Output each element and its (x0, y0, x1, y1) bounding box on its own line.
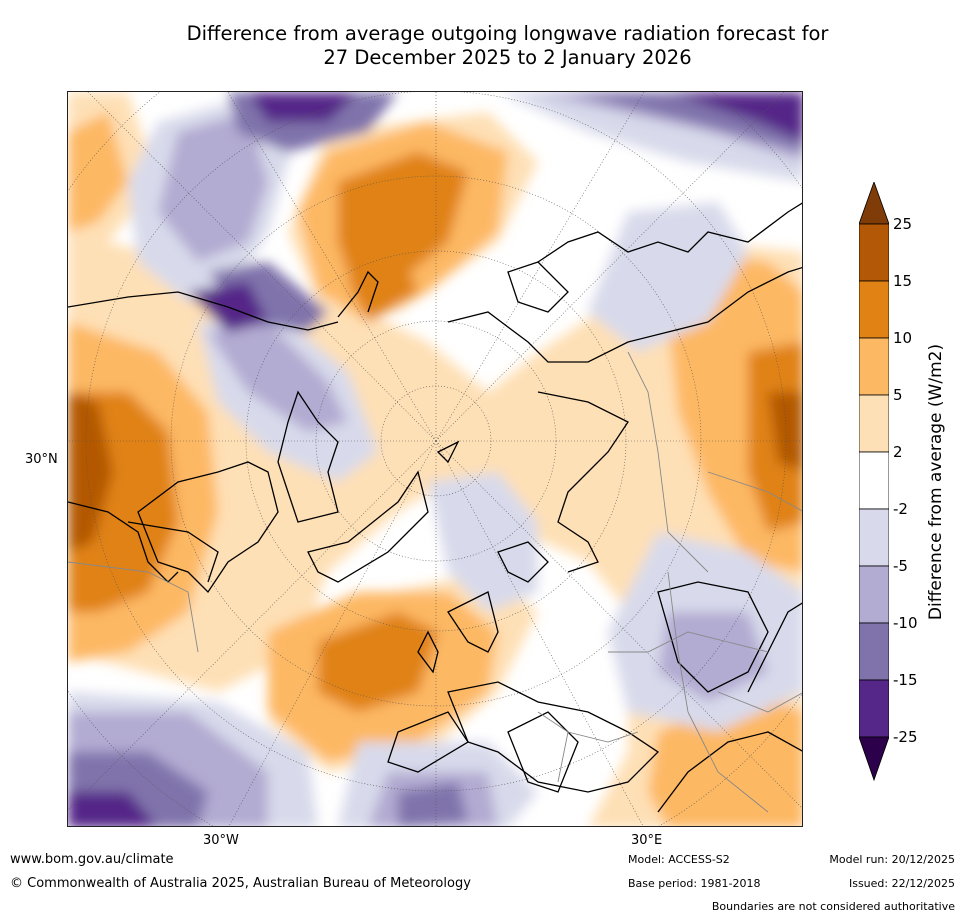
colorbar-tick: 2 (893, 443, 903, 461)
colorbar-tick: -2 (893, 500, 908, 518)
graticule (68, 92, 802, 826)
anomaly-field (68, 92, 802, 826)
colorbar-band-10-15 (859, 280, 889, 339)
model-info: Model: ACCESS-S2 (628, 853, 730, 866)
coastlines (68, 202, 802, 813)
colorbar-tick: -10 (893, 614, 918, 632)
colorbar-band-m10-m15 (859, 622, 889, 681)
map-canvas (68, 92, 802, 826)
colorbar-band-neutral (859, 451, 889, 510)
title-line-2: 27 December 2025 to 2 January 2026 (323, 46, 692, 69)
lon-label-30e: 30°E (631, 833, 663, 848)
colorbar-band-5-10 (859, 337, 889, 396)
colorbar-band-15-25 (859, 223, 889, 282)
map-title: Difference from average outgoing longwav… (100, 22, 915, 70)
title-line-1: Difference from average outgoing longwav… (186, 22, 829, 45)
model-run: Model run: 20/12/2025 (829, 853, 955, 866)
lat-label-30n: 30°N (25, 452, 58, 467)
base-period: Base period: 1981-2018 (628, 877, 761, 890)
colorbar-band-m5-m10 (859, 565, 889, 624)
colorbar-tick: 25 (893, 215, 913, 233)
colorbar (859, 182, 889, 782)
disclaimer: Boundaries are not considered authoritat… (711, 900, 955, 913)
colorbar-tick: -15 (893, 671, 918, 689)
lon-label-30w: 30°W (203, 833, 239, 848)
colorbar-tick: 5 (893, 386, 903, 404)
colorbar-band-m15-m25 (859, 679, 889, 738)
colorbar-band-m2-m5 (859, 508, 889, 567)
website-link[interactable]: www.bom.gov.au/climate (10, 852, 174, 867)
colorbar-bottom-arrow (859, 736, 889, 782)
colorbar-label: Difference from average (W/m2) (926, 343, 946, 621)
issued-date: Issued: 22/12/2025 (848, 877, 955, 890)
colorbar-tick: -25 (893, 728, 918, 746)
copyright-text: © Commonwealth of Australia 2025, Austra… (10, 876, 471, 891)
colorbar-tick: 10 (893, 329, 913, 347)
colorbar-tick: 15 (893, 272, 913, 290)
colorbar-top-arrow (859, 182, 889, 225)
colorbar-tick: -5 (893, 557, 908, 575)
colorbar-band-2-5 (859, 394, 889, 453)
forecast-map (67, 91, 803, 827)
country-borders (68, 351, 802, 813)
